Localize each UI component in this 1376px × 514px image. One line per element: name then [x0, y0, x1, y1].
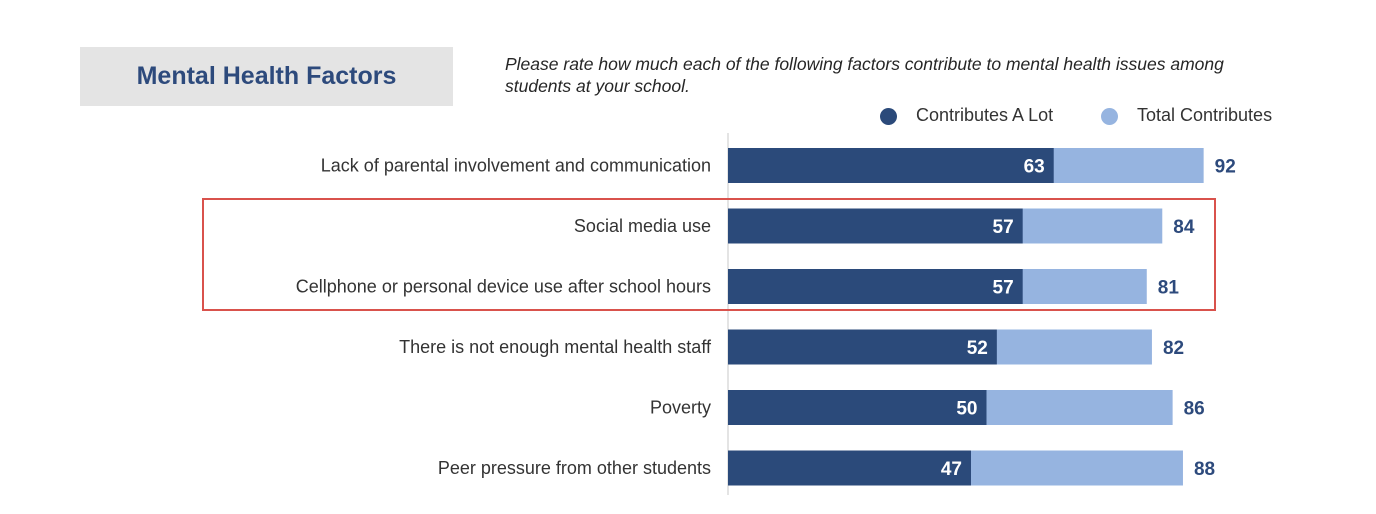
data-label-total-contributes: 81 — [1158, 278, 1180, 299]
highlight-box — [202, 198, 1216, 311]
bar-row: Social media use 57 84 — [574, 208, 1195, 244]
data-label-total-contributes: 86 — [1184, 399, 1205, 420]
bar-row: Poverty 50 86 — [650, 390, 1205, 425]
bar-contributes-a-lot — [728, 208, 1023, 244]
data-label-total-contributes: 88 — [1194, 459, 1215, 480]
bar-row: Cellphone or personal device use after s… — [296, 269, 1180, 304]
survey-question: Please rate how much each of the followi… — [505, 54, 1224, 96]
data-label-contributes-a-lot: 57 — [993, 278, 1014, 299]
data-label-contributes-a-lot: 47 — [941, 459, 962, 480]
category-label: Social media use — [574, 216, 711, 236]
bar-contributes-a-lot — [728, 269, 1023, 304]
data-label-contributes-a-lot: 52 — [967, 338, 988, 359]
data-label-total-contributes: 84 — [1173, 217, 1195, 238]
category-label: Poverty — [650, 398, 711, 418]
bar-row: There is not enough mental health staff 5… — [399, 329, 1184, 365]
category-label: Cellphone or personal device use after s… — [296, 277, 711, 297]
category-label: Lack of parental involvement and communi… — [321, 156, 711, 176]
chart-title: Mental Health Factors — [136, 62, 397, 90]
bar-row: Lack of parental involvement and communi… — [321, 148, 1236, 183]
legend-marker-total-contributes — [1101, 108, 1118, 125]
data-label-contributes-a-lot: 57 — [993, 217, 1014, 238]
legend-label: Contributes A Lot — [916, 105, 1054, 125]
title-box: Mental Health Factors — [80, 47, 453, 106]
data-label-total-contributes: 92 — [1215, 157, 1236, 178]
data-label-contributes-a-lot: 63 — [1024, 157, 1045, 178]
category-label: There is not enough mental health staff — [399, 337, 712, 357]
bar-contributes-a-lot — [728, 390, 987, 425]
bar-contributes-a-lot — [728, 148, 1054, 183]
data-label-total-contributes: 82 — [1163, 338, 1184, 359]
bar-row: Peer pressure from other students 47 88 — [438, 450, 1215, 486]
bar-contributes-a-lot — [728, 329, 997, 365]
legend-label: Total Contributes — [1137, 105, 1273, 125]
bar-contributes-a-lot — [728, 450, 971, 486]
data-label-contributes-a-lot: 50 — [956, 399, 977, 420]
category-label: Peer pressure from other students — [438, 458, 711, 478]
legend-marker-contributes-a-lot — [880, 108, 897, 125]
